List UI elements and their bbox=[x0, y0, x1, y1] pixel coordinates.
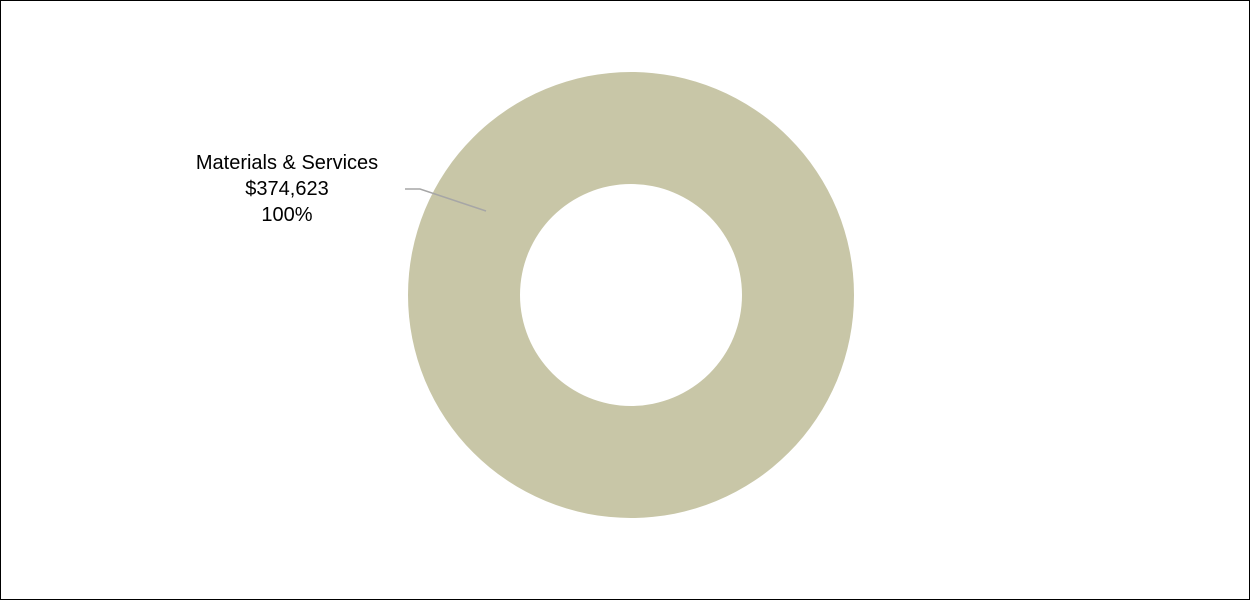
slice-data-label: Materials & Services $374,623 100% bbox=[167, 150, 407, 228]
leader-line bbox=[405, 188, 487, 212]
donut-chart bbox=[405, 72, 854, 518]
donut-slice-0 bbox=[408, 72, 854, 518]
slice-percent-label: 100% bbox=[261, 204, 313, 226]
slice-value-label: $374,623 bbox=[245, 178, 329, 200]
slice-name-label: Materials & Services bbox=[195, 152, 379, 174]
donut-slices bbox=[408, 72, 854, 518]
